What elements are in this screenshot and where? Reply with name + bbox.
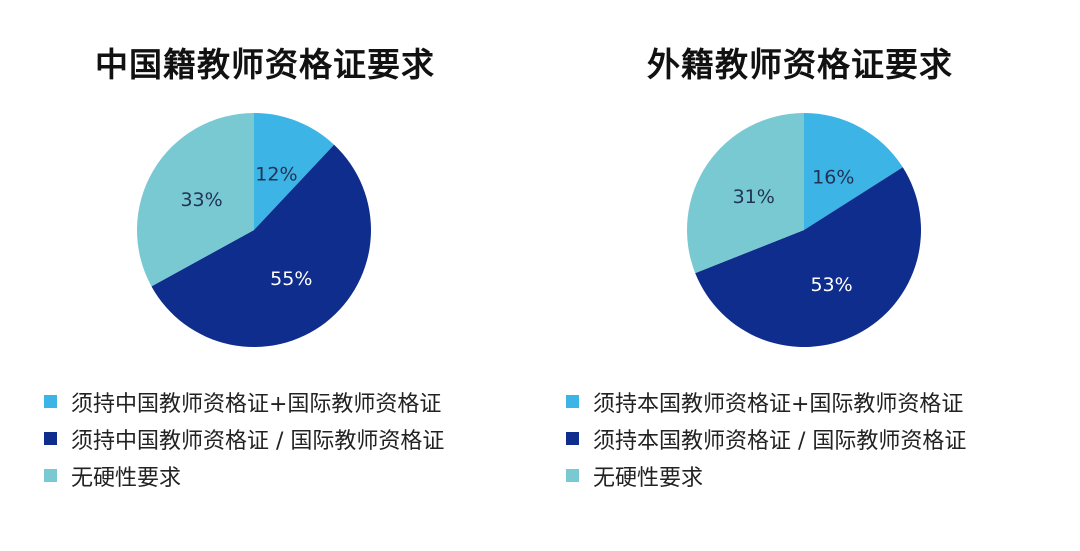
chart-title: 外籍教师资格证要求: [647, 45, 953, 84]
legend: 须持本国教师资格证+国际教师资格证 须持本国教师资格证 / 国际教师资格证 无硬…: [566, 383, 966, 494]
pie-slice: [136, 113, 254, 287]
legend-item: 须持中国教师资格证+国际教师资格证: [44, 383, 444, 420]
legend-swatch: [566, 395, 579, 408]
legend-item: 无硬性要求: [566, 457, 966, 494]
legend-item: 须持本国教师资格证 / 国际教师资格证: [566, 420, 966, 457]
chart-title: 中国籍教师资格证要求: [95, 45, 435, 84]
pie-slice: [687, 113, 804, 274]
legend-item: 须持中国教师资格证 / 国际教师资格证: [44, 420, 444, 457]
legend-swatch: [44, 432, 57, 445]
legend-swatch: [566, 469, 579, 482]
legend-swatch: [566, 432, 579, 445]
slice-data-label: 12%: [255, 163, 297, 185]
legend-item: 须持本国教师资格证+国际教师资格证: [566, 383, 966, 420]
legend-label: 须持中国教师资格证+国际教师资格证: [71, 391, 442, 417]
legend-item: 无硬性要求: [44, 457, 444, 494]
slice-data-label: 53%: [810, 274, 852, 296]
legend: 须持中国教师资格证+国际教师资格证 须持中国教师资格证 / 国际教师资格证 无硬…: [44, 383, 444, 494]
legend-swatch: [44, 469, 57, 482]
legend-label: 须持本国教师资格证 / 国际教师资格证: [593, 428, 967, 454]
slice-data-label: 55%: [270, 268, 312, 290]
pie-slice: [254, 113, 335, 230]
legend-label: 须持本国教师资格证+国际教师资格证: [593, 391, 964, 417]
pie-slice: [151, 144, 371, 347]
chart-panel-foreign-teachers: 外籍教师资格证要求 16% 53% 31% 须持本国教师资格证+国际教师资格证 须持…: [540, 0, 1080, 551]
chart-panel-chinese-teachers: 中国籍教师资格证要求 12% 55% 33% 须持中国教师资格证+国际教师资格证 须…: [44, 45, 444, 494]
legend-label: 须持中国教师资格证 / 国际教师资格证: [71, 428, 445, 454]
pie-slice: [695, 167, 922, 348]
legend-label: 无硬性要求: [71, 465, 182, 491]
legend-label: 无硬性要求: [593, 465, 704, 491]
pie-chart-chinese-teachers: 12% 55% 33%: [136, 113, 371, 347]
slice-data-label: 31%: [733, 186, 775, 208]
slice-data-label: 16%: [812, 167, 854, 189]
slice-data-label: 33%: [180, 189, 222, 211]
pie-slice: [804, 113, 903, 230]
legend-swatch: [44, 395, 57, 408]
pie-chart-foreign-teachers: 16% 53% 31%: [687, 113, 922, 348]
